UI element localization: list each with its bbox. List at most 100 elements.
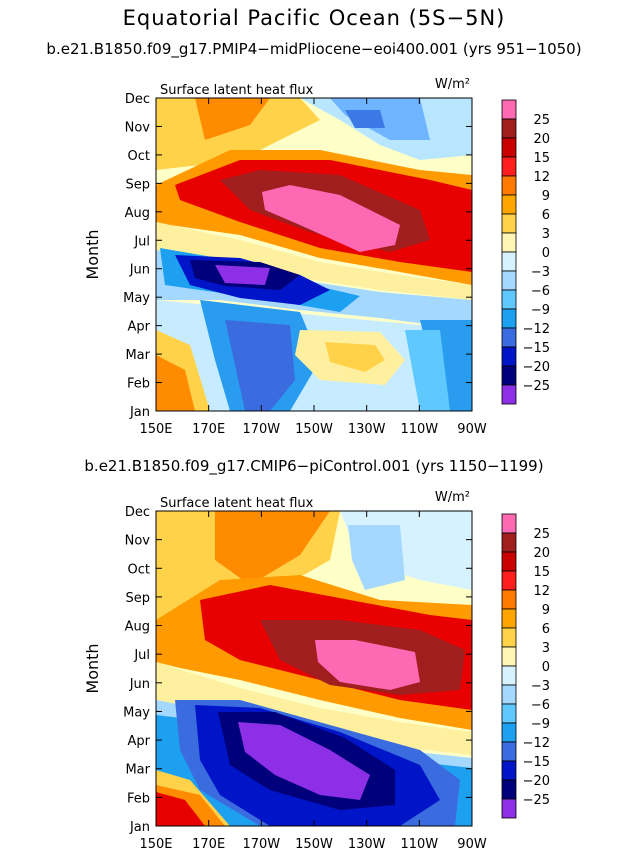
panel-1-ytick-label: Feb <box>127 377 150 392</box>
panel-1-ytick-label: Aug <box>125 206 150 221</box>
panel-1-colorbar-box <box>501 251 517 272</box>
panel-2-region-blue-upper-right <box>348 525 405 590</box>
panel-2-units-label: W/m² <box>435 490 470 505</box>
panel-2-region-warm-corner-inner <box>156 792 205 826</box>
panel-1-region-pink-core <box>262 185 400 252</box>
panel-2-colorbar-box <box>501 703 517 724</box>
panel-2-colorbar-label: −25 <box>523 793 550 808</box>
panel-1-colorbar-box <box>501 270 517 291</box>
panel-1-colorbar-box <box>501 384 517 405</box>
panel-2-region-orange-upper-left <box>215 511 330 585</box>
panel-1-colorbar-box <box>501 365 517 386</box>
panel-1-ytick-label: Sep <box>125 177 150 192</box>
panel-1-colorbar-label: 15 <box>533 151 550 166</box>
panel-1-ytick-label: Jul <box>133 234 150 249</box>
panel-2-xtick-label: 150E <box>139 837 172 852</box>
panel-2-colorbar-label: −20 <box>523 774 550 789</box>
panel-2-ytick-label: Aug <box>125 620 150 635</box>
panel-1-colorbar-box <box>501 175 517 196</box>
panel-1-region-lower-right-cyan <box>405 330 450 411</box>
panel-1-region-transition <box>156 222 472 300</box>
panel-2-region-purple-core <box>238 722 370 800</box>
panel-2-ytick-label: Sep <box>125 591 150 606</box>
panel-2-ytick-label: May <box>123 705 150 720</box>
panel-2-xtick-label: 110W <box>400 837 438 852</box>
panel-2-colorbar-box <box>501 589 517 610</box>
panel-1-ylabel: Month <box>83 229 102 279</box>
panel-2-colorbar-box <box>501 741 517 762</box>
panel-1-xtick-label: 130W <box>348 422 386 437</box>
panel-2-colorbar-label: 9 <box>542 603 550 618</box>
panel-2-ytick-label: Apr <box>128 734 151 749</box>
panel-1-region-midblue-upper-right <box>345 110 385 128</box>
panel-1-xtick-label: 90W <box>457 422 487 437</box>
panel-1-colorbar-label: 9 <box>542 189 550 204</box>
panel-2-region-transition <box>156 662 472 755</box>
panel-1-ytick-label: Jun <box>129 263 150 278</box>
panel-1-colorbar-label: −6 <box>531 284 550 299</box>
panel-1-subtitle: b.e21.B1850.f09_g17.PMIP4−midPliocene−eo… <box>46 40 582 58</box>
panel-2-colorbar-box <box>501 627 517 648</box>
panel-2-ytick-label: Jan <box>129 820 150 835</box>
panel-1-ytick-label: Mar <box>125 348 150 363</box>
panel-1-region-warm-patch-inner <box>325 342 385 372</box>
panel-1-variable-label: Surface latent heat flux <box>160 83 314 98</box>
panel-2-plot <box>155 510 473 827</box>
panel-1-colorbar-box <box>501 232 517 253</box>
panel-2-colorbar-box <box>501 779 517 800</box>
panel-1-colorbar-label: −20 <box>523 360 550 375</box>
panel-2-colorbar-box <box>501 513 517 534</box>
panel-2-colorbar-box <box>501 760 517 781</box>
panel-1-xtick-label: 170E <box>192 422 225 437</box>
panel-2-ytick-label: Nov <box>125 534 151 549</box>
panel-1-colorbar-label: 25 <box>533 113 550 128</box>
panel-1-colorbar-label: −9 <box>531 303 550 318</box>
panel-2-colorbar-box <box>501 551 517 572</box>
panel-2-xtick-label: 150W <box>295 837 333 852</box>
panel-2-colorbar-label: −3 <box>531 679 550 694</box>
panel-1-colorbar-box <box>501 213 517 234</box>
panel-1-ytick-label: May <box>123 291 150 306</box>
panel-1-colorbar-label: −12 <box>523 322 550 337</box>
panel-2-colorbar-box <box>501 646 517 667</box>
panel-1-colorbar-box <box>501 289 517 310</box>
panel-1-colorbar-label: −3 <box>531 265 550 280</box>
panel-1-colorbar-box <box>501 99 517 120</box>
panel-1-colorbar-label: −15 <box>523 341 550 356</box>
panel-2-colorbar-box <box>501 608 517 629</box>
panel-2-xtick-label: 90W <box>457 837 487 852</box>
panel-2-colorbar-box <box>501 684 517 705</box>
panel-2-xtick-label: 170E <box>192 837 225 852</box>
panel-2-subtitle: b.e21.B1850.f09_g17.CMIP6−piControl.001 … <box>84 457 544 475</box>
panel-1-colorbar-label: 3 <box>542 227 550 242</box>
panel-1-colorbar: 25 20 15 12 9 6 3 0 −3 −6 −9 −12 −15 −20 −25 <box>501 99 550 405</box>
panel-1-ytick-label: Apr <box>128 320 151 335</box>
panel-2-colorbar-box <box>501 570 517 591</box>
panel-2-ytick-label: Dec <box>125 505 150 520</box>
panel-1-region-warm-upper-left <box>156 98 320 170</box>
panel-2-colorbar-label: 0 <box>542 660 550 675</box>
panel-1-plot <box>155 97 473 412</box>
panel-2-colorbar-label: −12 <box>523 736 550 751</box>
panel-1-ytick-label: Nov <box>125 120 151 135</box>
panel-1-colorbar-label: 0 <box>542 246 550 261</box>
panel-1-colorbar-label: 20 <box>533 132 550 147</box>
panel-1-ytick-label: Jan <box>129 405 150 420</box>
panel-2-colorbar-label: −15 <box>523 755 550 770</box>
panel-1-ytick-label: Oct <box>128 149 150 164</box>
panel-1-colorbar-label: −25 <box>523 379 550 394</box>
panel-1-axes: Surface latent heat flux W/m² Jan Feb Mar Apr… <box>83 77 487 437</box>
panel-2-ytick-label: Feb <box>127 791 150 806</box>
panel-2-colorbar-label: 25 <box>533 527 550 542</box>
panel-1-ytick-label: Dec <box>125 92 150 107</box>
panel-1-colorbar-box <box>501 194 517 215</box>
panel-2-ytick-label: Jun <box>129 677 150 692</box>
panel-2-colorbar-label: 6 <box>542 622 550 637</box>
panel-1-colorbar-box <box>501 327 517 348</box>
panel-1-region-lower-midblue <box>225 320 295 411</box>
panel-1-xtick-label: 150E <box>139 422 172 437</box>
panel-2-colorbar-label: 20 <box>533 546 550 561</box>
panel-2-ytick-label: Oct <box>128 562 150 577</box>
panel-1-colorbar-label: 12 <box>533 170 550 185</box>
